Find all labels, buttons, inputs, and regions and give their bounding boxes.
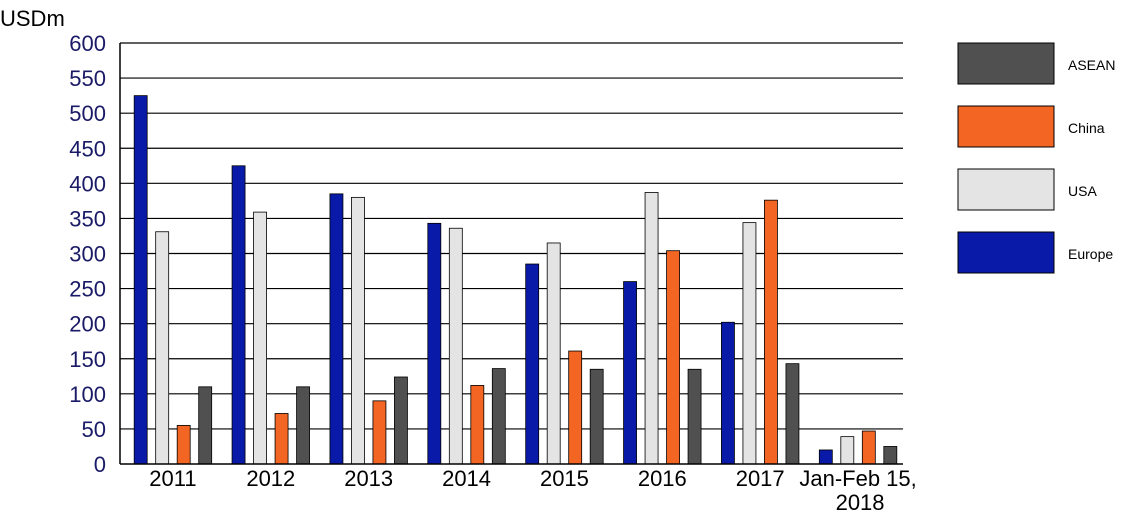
y-tick-label: 550: [69, 66, 106, 91]
legend-swatch-europe: [957, 231, 1055, 274]
y-tick-label: 250: [69, 277, 106, 302]
legend-label-asean: ASEAN: [1068, 57, 1115, 73]
y-tick-label: 50: [82, 417, 106, 442]
bar-asean-6: [785, 363, 800, 465]
x-tick-label: 2014: [442, 466, 491, 491]
bar-usa-7: [840, 436, 855, 465]
x-tick-label: 2016: [638, 466, 687, 491]
y-tick-label: 300: [69, 242, 106, 267]
bar-europe-7: [818, 449, 833, 465]
x-tick-label: 2012: [246, 466, 295, 491]
x-tick-label: 2011: [149, 466, 196, 491]
bar-usa-3: [448, 227, 463, 465]
axes: [119, 43, 903, 465]
bar-china-7: [861, 430, 876, 465]
bar-europe-3: [427, 222, 442, 465]
bar-asean-4: [589, 368, 604, 465]
bar-china-5: [666, 250, 680, 465]
bar-usa-4: [546, 242, 561, 465]
bar-china-3: [470, 385, 485, 465]
bar-china-0: [176, 425, 191, 465]
y-tick-label: 350: [69, 206, 106, 231]
bars: [133, 95, 898, 465]
bar-usa-1: [253, 211, 267, 465]
legend-label-europe: Europe: [1068, 246, 1113, 262]
bar-europe-4: [525, 263, 540, 465]
legend-label-usa: USA: [1068, 183, 1097, 199]
bar-usa-6: [742, 222, 757, 465]
bar-china-2: [372, 400, 387, 465]
bar-europe-1: [231, 165, 246, 465]
bar-usa-0: [155, 231, 170, 465]
legend-swatch-asean: [957, 42, 1055, 85]
bar-china-6: [764, 199, 778, 465]
bar-asean-3: [491, 368, 506, 465]
bar-europe-6: [721, 321, 735, 465]
y-tick-label: 450: [69, 136, 106, 161]
bar-europe-2: [329, 193, 344, 465]
bar-asean-7: [883, 446, 898, 465]
x-tick-label: 2017: [736, 466, 785, 491]
bar-usa-5: [644, 192, 659, 465]
y-tick-label: 100: [69, 382, 106, 407]
y-tick-label: 600: [69, 31, 106, 56]
bar-europe-5: [623, 281, 637, 465]
y-tick-label: 200: [69, 312, 106, 337]
bar-asean-5: [687, 368, 702, 465]
bar-asean-2: [394, 376, 408, 465]
y-tick-label: 400: [69, 171, 106, 196]
y-axis-label: USDm: [0, 6, 65, 31]
bar-asean-1: [296, 386, 310, 465]
x-tick-label: Jan-Feb 15, 2018: [799, 466, 916, 515]
grid-lines: [120, 42, 903, 430]
bar-usa-2: [351, 196, 365, 465]
y-tick-labels: 0 50 100 150 200 250 300 350 400 450 500 550 600: [69, 31, 106, 477]
bar-asean-0: [198, 386, 213, 465]
x-tick-labels: 2011 2012 2013 2014 2015 2016 2017 Jan-Feb 15, 2…: [149, 466, 916, 515]
legend: ASEAN China USA Europe: [957, 42, 1115, 274]
bar-europe-0: [133, 95, 148, 465]
bar-china-4: [568, 350, 583, 465]
y-tick-label: 150: [69, 347, 106, 372]
y-tick-label: 0: [94, 452, 106, 477]
y-tick-label: 500: [69, 101, 106, 126]
x-tick-label: 2013: [344, 466, 393, 491]
legend-swatch-usa: [957, 168, 1055, 211]
legend-swatch-china: [957, 105, 1055, 148]
bar-china-1: [274, 413, 289, 465]
x-tick-label: 2015: [540, 466, 589, 491]
legend-label-china: China: [1068, 120, 1105, 136]
